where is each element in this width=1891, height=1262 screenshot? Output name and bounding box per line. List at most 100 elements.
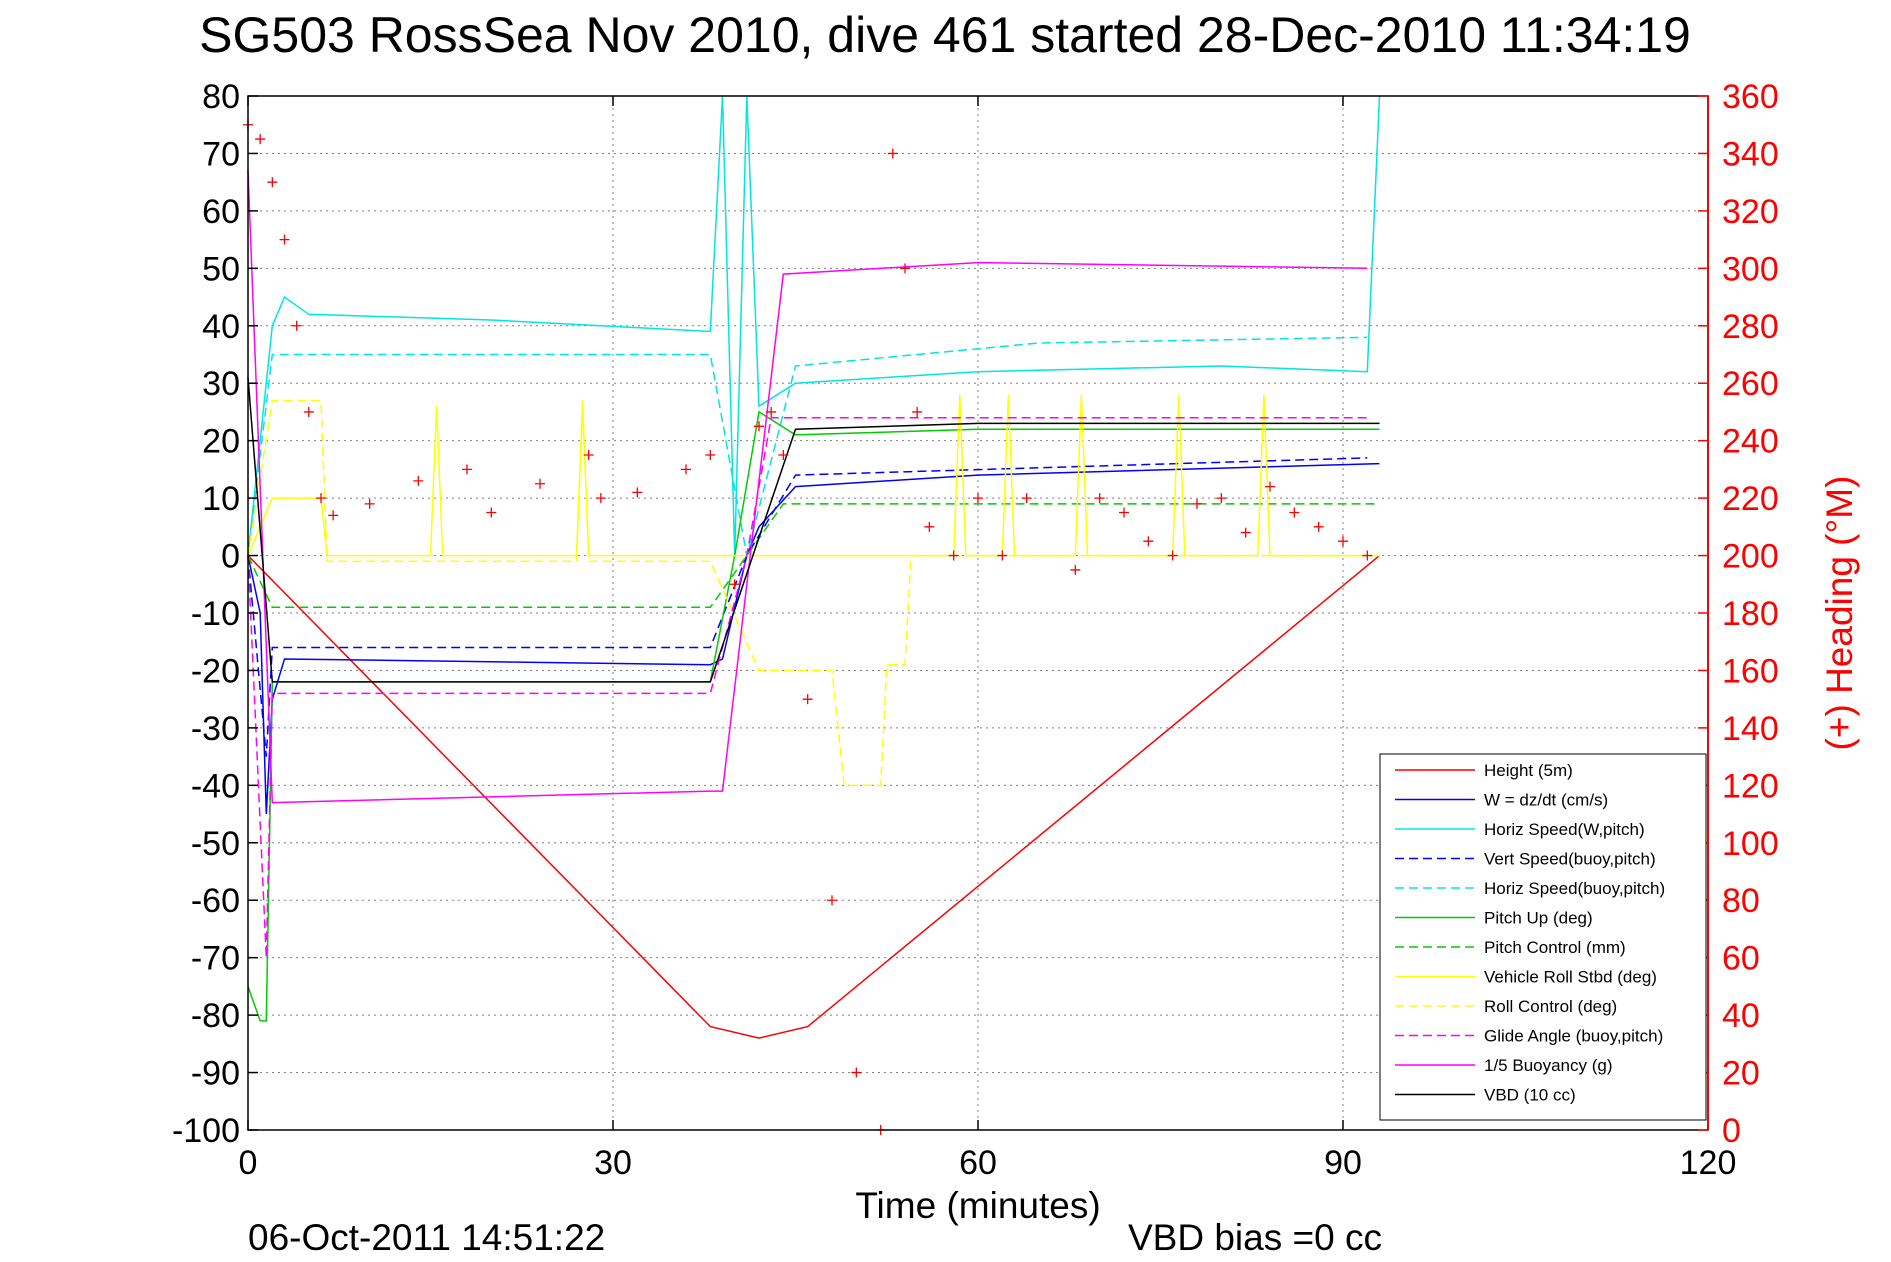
heading-marker	[1240, 527, 1251, 538]
heading-marker	[766, 406, 777, 417]
footer-date: 06-Oct-2011 14:51:22	[248, 1217, 605, 1258]
series-line-height-5m	[247, 555, 1380, 1039]
legend-entry: 1/5 Buoyancy (g)	[1484, 1056, 1613, 1075]
footer-vbd-bias: VBD bias =0 cc	[1128, 1217, 1382, 1258]
heading-marker	[291, 320, 302, 331]
heading-marker	[754, 421, 764, 432]
heading-marker	[997, 550, 1008, 561]
right-y-tick-label: 140	[1722, 710, 1779, 748]
y-tick-label: 80	[202, 78, 240, 116]
y-tick-label: 70	[202, 135, 240, 173]
y-tick-label: 40	[202, 308, 240, 346]
series-line-roll-control-deg	[247, 399, 1380, 787]
heading-marker	[1265, 481, 1275, 492]
series-line-vehicle-roll-stbd-deg	[247, 394, 1380, 557]
legend-entry: Pitch Up (deg)	[1484, 909, 1593, 928]
legend-entry: Height (5m)	[1484, 761, 1573, 780]
heading-marker	[851, 1067, 862, 1078]
heading-marker	[1289, 507, 1300, 518]
heading-marker	[887, 148, 898, 159]
heading-marker	[827, 895, 837, 906]
legend-entry: Vert Speed(buoy,pitch)	[1484, 850, 1656, 869]
y-tick-label: -30	[191, 710, 240, 748]
heading-marker	[924, 521, 935, 532]
heading-marker	[1216, 493, 1227, 504]
heading-marker	[973, 493, 983, 504]
right-y-tick-label: 100	[1722, 825, 1779, 863]
heading-marker	[328, 510, 339, 521]
heading-marker	[705, 450, 716, 461]
legend-entry: Horiz Speed(W,pitch)	[1484, 820, 1645, 839]
x-axis-label: Time (minutes)	[855, 1185, 1100, 1226]
heading-marker	[1143, 536, 1154, 547]
series-layer	[247, 95, 1381, 1039]
y-axis-ticks: 80 70 60 50 40 30 20 10 0 -10 -20 -30 -40 -50 -60 -70 -8…	[172, 78, 258, 1150]
legend-items: Height (5m) W = dz/dt (cm/s) Horiz Speed(W…	[1395, 761, 1665, 1105]
heading-marker	[267, 177, 278, 188]
heading-marker	[413, 475, 424, 486]
heading-marker	[303, 406, 314, 417]
legend-entry: Horiz Speed(buoy,pitch)	[1484, 879, 1665, 898]
heading-marker	[729, 579, 740, 590]
y-tick-label: -60	[191, 882, 240, 920]
right-y-tick-label: 220	[1722, 480, 1779, 518]
legend-entry: Vehicle Roll Stbd (deg)	[1484, 968, 1657, 987]
right-y-tick-label: 360	[1722, 78, 1779, 116]
heading-marker	[681, 464, 691, 475]
grid-lines	[248, 96, 1708, 1130]
heading-marker	[279, 234, 290, 245]
heading-marker	[595, 493, 606, 504]
x-tick-label: 60	[959, 1144, 997, 1182]
legend-entry: Glide Angle (buoy,pitch)	[1484, 1027, 1663, 1046]
chart-title: SG503 RossSea Nov 2010, dive 461 started…	[199, 7, 1691, 63]
series-line-vbd-10-cc	[247, 377, 1380, 683]
heading-marker	[1021, 493, 1032, 504]
y-tick-label: 10	[202, 480, 240, 518]
heading-marker	[1094, 493, 1105, 504]
right-y-axis-ticks: 3603403203002802602402202001801601401201…	[1698, 78, 1779, 1150]
x-axis-ticks: 0 30 60 90 120	[239, 96, 1737, 1182]
heading-marker	[535, 478, 545, 489]
heading-marker	[316, 493, 326, 504]
legend-entry: Roll Control (deg)	[1484, 997, 1617, 1016]
y-tick-label: -10	[191, 595, 240, 633]
heading-marker	[1192, 498, 1202, 509]
heading-marker	[1338, 536, 1348, 547]
heading-marker	[364, 498, 375, 509]
heading-marker	[255, 134, 266, 145]
legend-entry: Pitch Control (mm)	[1484, 938, 1626, 957]
heading-marker	[948, 550, 959, 561]
heading-marker	[583, 450, 594, 461]
y-tick-label: 50	[202, 250, 240, 288]
y-tick-label: -90	[191, 1055, 240, 1093]
heading-marker	[900, 263, 910, 274]
y-tick-label: 60	[202, 193, 240, 231]
x-tick-label: 30	[594, 1144, 632, 1182]
legend: Height (5m) W = dz/dt (cm/s) Horiz Speed(W…	[1379, 753, 1707, 1121]
series-line-1-5-buoyancy-g	[247, 170, 1368, 804]
y-tick-label: 20	[202, 423, 240, 461]
right-y-tick-label: 20	[1722, 1055, 1760, 1093]
heading-marker	[802, 694, 813, 705]
legend-entry: W = dz/dt (cm/s)	[1484, 791, 1608, 810]
right-y-tick-label: 160	[1722, 652, 1779, 690]
series-line-pitch-control-mm	[247, 503, 1380, 609]
y-tick-label: -100	[172, 1112, 240, 1150]
heading-marker	[1362, 550, 1373, 561]
legend-entry: VBD (10 cc)	[1484, 1086, 1576, 1105]
right-y-tick-label: 120	[1722, 767, 1779, 805]
heading-marker	[1313, 521, 1324, 532]
heading-marker	[632, 487, 643, 498]
y-tick-label: -70	[191, 940, 240, 978]
x-tick-label: 0	[239, 1144, 258, 1182]
right-y-tick-label: 240	[1722, 423, 1779, 461]
right-y-tick-label: 280	[1722, 308, 1779, 346]
series-line-pitch-up-deg	[247, 410, 1380, 1022]
x-tick-label: 120	[1680, 1144, 1737, 1182]
heading-marker	[1119, 507, 1129, 518]
heading-markers	[243, 119, 1373, 1135]
right-y-tick-label: 200	[1722, 538, 1779, 576]
right-y-tick-label: 260	[1722, 365, 1779, 403]
series-line-vert-speed-buoy-pitch	[247, 457, 1368, 757]
